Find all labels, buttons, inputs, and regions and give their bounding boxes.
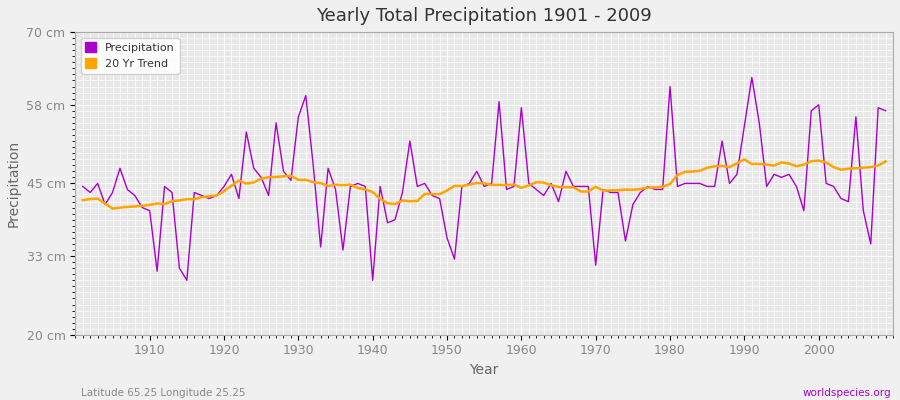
Title: Yearly Total Precipitation 1901 - 2009: Yearly Total Precipitation 1901 - 2009: [316, 7, 652, 25]
Y-axis label: Precipitation: Precipitation: [7, 140, 21, 227]
Legend: Precipitation, 20 Yr Trend: Precipitation, 20 Yr Trend: [81, 38, 179, 74]
Text: Latitude 65.25 Longitude 25.25: Latitude 65.25 Longitude 25.25: [81, 388, 246, 398]
Text: worldspecies.org: worldspecies.org: [803, 388, 891, 398]
X-axis label: Year: Year: [470, 363, 499, 377]
